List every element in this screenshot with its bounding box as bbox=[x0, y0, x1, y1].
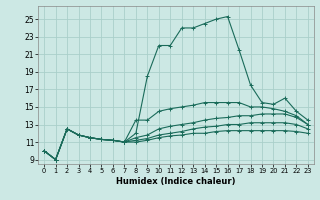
X-axis label: Humidex (Indice chaleur): Humidex (Indice chaleur) bbox=[116, 177, 236, 186]
